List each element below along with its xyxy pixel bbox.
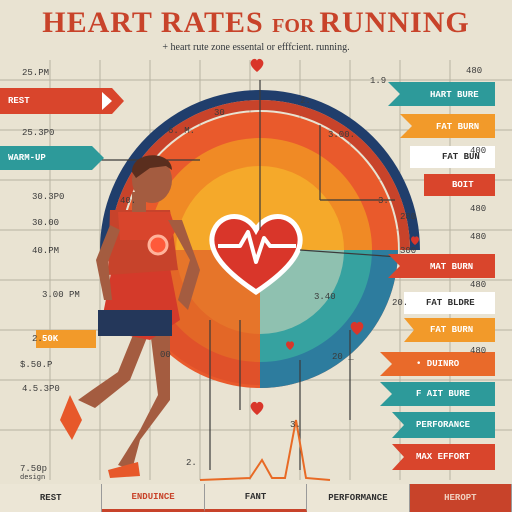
tag-performance: PERFORANCE	[416, 420, 471, 430]
tag-fat-bldre: FAT BLDRE	[426, 298, 475, 308]
zone-fant: FANT	[204, 484, 308, 512]
right-label: 480	[470, 346, 487, 356]
right-label: 1.9	[370, 76, 387, 86]
chart-label: 20 _	[332, 352, 354, 362]
left-label: 25.PM	[22, 68, 50, 78]
pulse-curve	[199, 419, 331, 481]
tag-fat-burn: FAT BURN	[436, 122, 480, 132]
zone-rest: REST	[0, 484, 103, 512]
tag-rest: REST	[8, 96, 30, 106]
chart-label: 3.00.	[328, 130, 356, 140]
chart-label: 40.	[120, 196, 137, 206]
heart-monitor-icon	[209, 214, 303, 296]
chart-label: 00	[160, 350, 171, 360]
chart-label: 3.40	[314, 292, 336, 302]
zone-rings	[100, 90, 420, 388]
left-label: 25.3P0	[22, 128, 55, 138]
tag-mat-burn: MAT BURN	[430, 262, 474, 272]
right-label: 480	[470, 232, 487, 242]
tag-hart-bure: HART BURE	[430, 90, 479, 100]
left-label: $.50.P	[20, 360, 53, 370]
zone-endurance: ENDUINCE	[102, 484, 205, 512]
chart-label: 3.	[378, 196, 389, 206]
left-label: 30.00	[32, 218, 60, 228]
title-main: HEART RATES	[42, 6, 273, 39]
left-label: 40.PM	[32, 246, 60, 256]
ptime-label: 2.	[32, 334, 43, 344]
chart-label: 2.	[300, 96, 311, 106]
right-label: 480	[466, 66, 483, 76]
tag-fat-bun: FAT BUN	[442, 152, 480, 162]
tag-warm-up: WARM-UP	[8, 153, 46, 163]
tag-max-effort: MAX EFFORT	[416, 452, 471, 462]
chart-label: 30	[214, 108, 225, 118]
subtitle: + heart rute zone essental or efffcient.…	[162, 42, 350, 53]
right-label: 300	[400, 246, 417, 256]
left-label: 4.5.3P0	[22, 384, 60, 394]
orbit-note: 3.	[290, 420, 301, 430]
title-for: FOR	[272, 15, 320, 37]
left-label: 3.00 PM	[42, 290, 80, 300]
title-run: RUNNING	[319, 6, 470, 39]
chart-label: 20.	[392, 298, 409, 308]
tag-fait-bure: F AIT BURE	[416, 389, 471, 399]
zone-performance: PERFORMANCE	[307, 484, 410, 512]
design-note: design	[20, 474, 46, 482]
chart-label: 2.	[186, 458, 197, 468]
left-tags	[0, 88, 124, 170]
chart-label: 6. M.	[168, 126, 196, 136]
page-title: HEART RATES FOR RUNNING	[0, 6, 512, 40]
right-label: 480	[470, 204, 487, 214]
right-label: 400	[470, 146, 487, 156]
right-label: 280	[400, 212, 417, 222]
zone-max: HEROPT	[409, 484, 512, 512]
tag-duinro: • DUINRO	[416, 359, 460, 369]
tag-fat-burn-2: FAT BURN	[430, 325, 474, 335]
left-label: 30.3P0	[32, 192, 65, 202]
right-tags-shapes	[380, 82, 495, 470]
zone-bar: REST ENDUINCE FANT PERFORMANCE HEROPT	[0, 484, 512, 512]
tag-boit: BOIT	[452, 180, 474, 190]
runner-figure	[60, 155, 200, 478]
left-label-50k: 50K	[36, 330, 96, 348]
left-label: 7.50p	[20, 464, 48, 474]
right-label: 480	[470, 280, 487, 290]
heart-pins	[250, 58, 419, 415]
